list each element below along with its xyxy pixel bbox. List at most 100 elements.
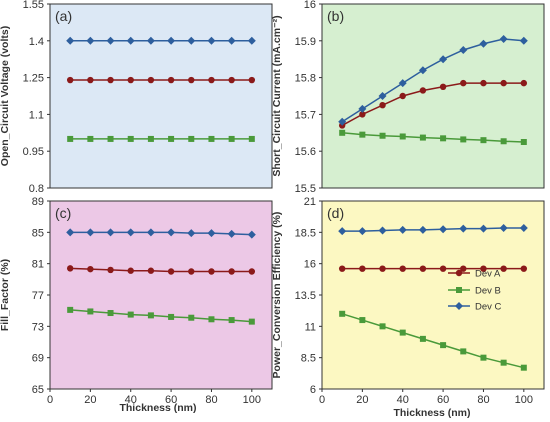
panel-a-series-dev-c-point: [146, 36, 155, 45]
panel-b-series-dev-a: [338, 79, 528, 129]
panel-b-series-dev-b-point: [520, 139, 527, 145]
panel-a-series-dev-a: [66, 76, 256, 84]
panel-c-series-dev-c-point: [187, 229, 196, 238]
panel-c-series-dev-a-point: [248, 268, 256, 275]
panel-a-series-dev-a-point: [228, 76, 235, 84]
panel-c-series-dev-a-point: [87, 265, 94, 273]
panel-b-series-dev-c-line: [341, 38, 524, 123]
panel-a-y-axis-title: Open_Circuit Voltage (volts): [0, 26, 11, 166]
panel-b-series-dev-c-point: [479, 39, 488, 48]
panel-c-xtick-label: 80: [205, 394, 217, 406]
panel-a-series-dev-b-point: [248, 135, 255, 142]
panel-a-series-dev-c-point: [247, 36, 256, 45]
panel-a-series-dev-b-point: [107, 135, 114, 142]
panel-c-series-dev-c-point: [66, 228, 75, 237]
panel-a-ytick-label: 1.25: [23, 73, 44, 85]
panel-a-series-dev-c-point: [187, 36, 196, 45]
panel-d-series-dev-c-point: [499, 223, 508, 232]
panel-b-series-dev-a-point: [500, 79, 507, 87]
panel-a-series-dev-b-point: [208, 135, 215, 142]
panel-b-series-dev-b-point: [339, 129, 346, 136]
panel-b-plot-area: [321, 3, 545, 189]
panel-a-series-dev-a-point: [208, 76, 215, 84]
panel-b-series-dev-a-point: [439, 83, 447, 91]
panel-b-y-axis-title: Short_Circuit Current (mA.cm⁻²): [271, 15, 283, 176]
panel-d-series-dev-c-line: [342, 227, 524, 232]
panel-c-series-dev-a-point: [107, 266, 114, 274]
panel-a-ytick-label: 1.55: [23, 0, 44, 11]
panel-c-plot-area: [49, 200, 273, 390]
panel-a-ytick-label: 0.95: [23, 146, 44, 158]
legend-entry-dev-b: Dev B: [448, 286, 501, 297]
panel-a-series-dev-a-point: [188, 76, 195, 84]
panel-d-series-dev-a-point: [439, 265, 447, 272]
panel-a-series-dev-a-point: [127, 76, 134, 84]
panel-a-series-dev-c-point: [106, 36, 115, 45]
panel-c-ytick-label: 81: [32, 259, 44, 271]
panel-b-ytick-label: 15.7: [295, 109, 316, 121]
panel-a-series-dev-b-point: [188, 135, 195, 142]
panel-d-xtick-label: 60: [437, 394, 449, 406]
panel-c-series-dev-b-point: [188, 314, 195, 321]
panel-d-series-dev-c-point: [338, 227, 347, 236]
panel-a-series-dev-c-point: [207, 36, 216, 45]
panel-a-series-dev-b-point: [67, 135, 74, 142]
panel-c-series-dev-a-line: [70, 267, 252, 273]
panel-c-letter: (c): [55, 205, 71, 221]
panel-a-series-dev-c: [66, 36, 256, 45]
panel-c-series-dev-b-point: [147, 312, 154, 319]
panel-d-series-dev-b-point: [460, 348, 467, 355]
panel-b-series-dev-b-point: [440, 135, 447, 142]
panel-b-ytick-label: 15.8: [295, 73, 316, 85]
panel-d-ytick-label: 8.5: [301, 353, 316, 365]
panel-a-series-dev-b-point: [147, 135, 154, 142]
panel-b: 16 15.9 15.8 15.7 15.6 15.5 (b) Short_Circuit C…: [271, 0, 545, 195]
panel-b-series-dev-c: [338, 34, 528, 126]
panel-d-series-dev-a: [338, 265, 528, 272]
panel-c-xtick-label: 40: [125, 394, 137, 406]
panel-b-series-dev-a-point: [520, 79, 528, 87]
legend-marker-dev-b: [456, 287, 462, 293]
panel-d-series-dev-c-point: [418, 225, 427, 234]
panel-d-series-dev-a-point: [379, 265, 386, 272]
panel-a-series-dev-c-point: [66, 36, 75, 45]
panel-c-series-dev-c-point: [227, 229, 236, 238]
panel-c-series-dev-b-point: [127, 311, 134, 318]
panel-b-series-dev-b: [339, 129, 527, 145]
panel-c-series-dev-c: [66, 228, 256, 239]
panel-d-xtick-label: 80: [477, 394, 489, 406]
panel-c-series-dev-a-point: [147, 267, 155, 274]
panel-c-series-dev-c-point: [86, 228, 95, 237]
panel-b-series-dev-b-point: [359, 131, 366, 138]
legend-marker-dev-a: [455, 269, 463, 277]
panel-c-series-dev-a-point: [66, 265, 74, 272]
panel-d-series-dev-b-point: [359, 317, 366, 324]
panel-c-ytick-label: 73: [32, 321, 44, 333]
panel-b-series-dev-b-point: [480, 137, 487, 144]
panel-a: 1.55 1.4 1.25 1.1 0.95 0.8 (a) Open_Circuit Vol…: [0, 0, 273, 195]
panel-d-series-dev-c-point: [358, 227, 367, 236]
panel-d-series-dev-c-point: [398, 225, 407, 234]
panel-b-series-dev-b-point: [500, 138, 507, 145]
panel-c-xtick-label: 0: [47, 394, 53, 406]
panel-b-series-dev-a-point: [419, 87, 427, 94]
panel-b-series-dev-b-point: [379, 132, 386, 139]
panel-d-plot-area: [321, 200, 545, 390]
panel-c-ytick-label: 77: [32, 290, 44, 302]
panel-d-series-dev-a-point: [399, 265, 406, 272]
panel-b-series-dev-a-point: [399, 92, 406, 100]
panel-c-series-dev-b-point: [208, 316, 215, 323]
panel-d-ytick-label: 16: [304, 259, 316, 271]
legend-label-dev-a: Dev A: [475, 269, 501, 280]
panel-a-series-dev-b-point: [87, 135, 94, 142]
panel-d-series-dev-a-point: [520, 265, 528, 272]
panel-b-series-dev-c-point: [459, 46, 468, 54]
panel-d-series-dev-a-point: [338, 265, 346, 272]
panel-a-series-dev-a-point: [248, 76, 256, 84]
x-axis-label-left: Thickness (nm): [119, 402, 196, 414]
panel-c-xtick-label: 100: [243, 394, 261, 406]
panel-d-series-dev-a-point: [480, 265, 487, 272]
panel-d-series-dev-b-line: [341, 313, 524, 369]
panels: 1.55 1.4 1.25 1.1 0.95 0.8 (a) Open_Circuit Vol…: [0, 0, 545, 406]
